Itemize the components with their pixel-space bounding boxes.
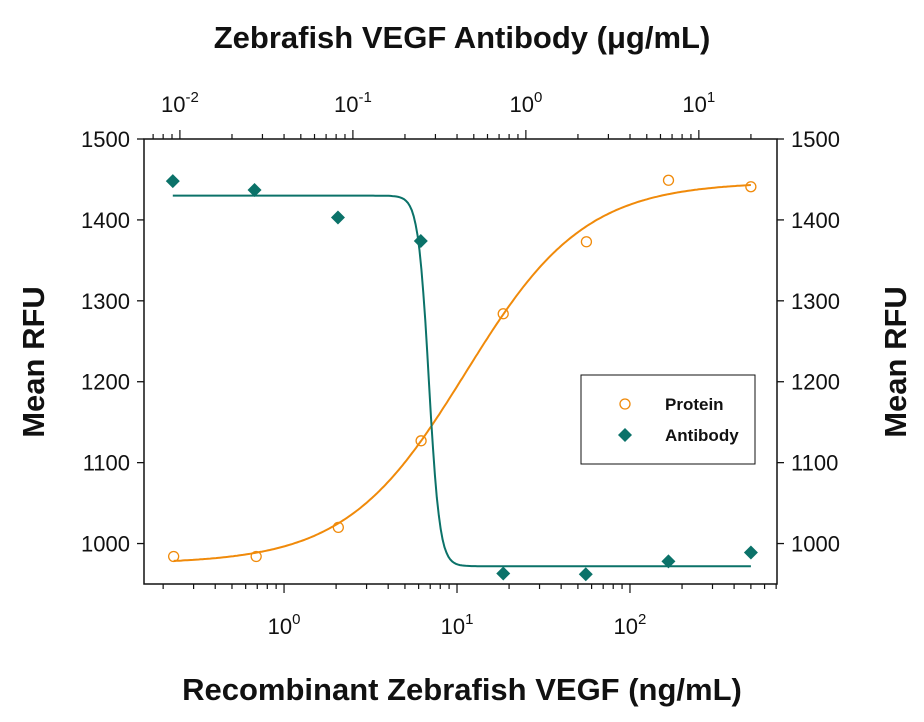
x-tick-label-bottom: 102 [614, 611, 647, 639]
protein-point [580, 236, 593, 248]
y-axis-title-left: Mean RFU [16, 286, 51, 438]
x-tick-label-bottom: 101 [441, 611, 474, 639]
legend-label-protein: Protein [665, 395, 724, 414]
protein-point [497, 308, 509, 320]
y-tick-label-left: 1500 [81, 127, 130, 152]
antibody-point [578, 567, 593, 582]
antibody-point [413, 233, 428, 248]
y-axis-title-right: Mean RFU [878, 286, 913, 438]
y-tick-label-right: 1400 [791, 208, 840, 233]
protein-point [745, 181, 757, 193]
legend-box [580, 374, 756, 465]
y-tick-label-left: 1200 [81, 370, 130, 395]
y-tick-label-right: 1500 [791, 127, 840, 152]
protein-fit-curve [173, 184, 751, 562]
y-tick-label-right: 1200 [791, 370, 840, 395]
antibody-point [496, 566, 511, 581]
legend-marker-protein [619, 398, 631, 410]
legend: Protein Antibody [580, 374, 756, 465]
protein-point [662, 174, 675, 186]
x-tick-label-bottom: 100 [268, 611, 301, 639]
protein-point [250, 550, 262, 563]
x-tick-label-top: 100 [509, 89, 542, 117]
antibody-point [165, 174, 180, 189]
antibody-point [330, 210, 345, 225]
y-tick-label-right: 1100 [791, 451, 838, 476]
antibody-point [247, 182, 262, 197]
antibody-point [661, 554, 676, 569]
legend-marker-antibody [618, 428, 632, 442]
legend-label-antibody: Antibody [665, 426, 739, 445]
protein-point [415, 435, 427, 447]
x-tick-label-top: 10-1 [334, 89, 372, 117]
antibody-fit-curve [172, 194, 751, 568]
x-axis-title: Recombinant Zebrafish VEGF (ng/mL) [182, 672, 742, 707]
protein-point [332, 521, 344, 534]
protein-point [167, 550, 180, 563]
y-tick-label-left: 1000 [81, 532, 130, 557]
y-tick-label-left: 1400 [81, 208, 130, 233]
y-tick-label-left: 1100 [83, 451, 130, 476]
antibody-point [743, 545, 758, 560]
y-tick-label-right: 1300 [791, 289, 840, 314]
x-tick-label-top: 10-2 [161, 89, 199, 117]
y-tick-label-left: 1300 [81, 289, 130, 314]
top-axis-title: Zebrafish VEGF Antibody (μg/mL) [214, 20, 711, 55]
x-tick-label-top: 101 [682, 89, 715, 117]
y-tick-label-right: 1000 [791, 532, 840, 557]
plot-frame [143, 138, 778, 585]
